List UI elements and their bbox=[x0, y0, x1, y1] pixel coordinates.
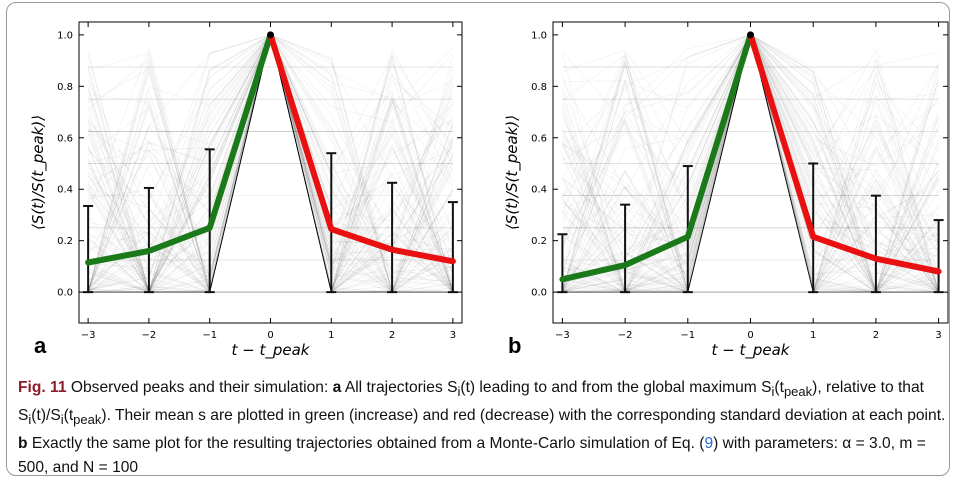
y-tick-label: 0.0 bbox=[531, 288, 547, 299]
x-tick-label: 2 bbox=[873, 330, 879, 341]
x-tick-label: −2 bbox=[618, 330, 633, 341]
y-axis-label: ⟨S(t)/S(t_peak)⟩ bbox=[29, 115, 48, 230]
caption-a: a bbox=[332, 379, 342, 396]
x-tick-label: 1 bbox=[810, 330, 816, 341]
peak-marker bbox=[267, 31, 274, 39]
x-tick-label: −1 bbox=[680, 330, 695, 341]
x-tick-label: 1 bbox=[328, 330, 334, 341]
x-axis-label: t − t_peak bbox=[712, 341, 791, 360]
x-tick-label: 0 bbox=[747, 330, 753, 341]
figure-caption: Fig. 11 Observed peaks and their simulat… bbox=[18, 379, 946, 477]
peak-marker bbox=[747, 31, 754, 39]
series-line-decrease bbox=[747, 31, 942, 275]
panel-label-b: b bbox=[508, 333, 522, 358]
y-tick-label: 0.8 bbox=[531, 82, 547, 93]
y-tick-label: 0.2 bbox=[57, 236, 73, 247]
x-tick-label: 0 bbox=[267, 330, 273, 341]
y-tick-label: 0.4 bbox=[57, 185, 73, 196]
x-tick-label: 2 bbox=[389, 330, 395, 341]
plot-area bbox=[79, 22, 462, 323]
series-line-decrease bbox=[267, 31, 456, 265]
x-tick-label: −2 bbox=[142, 330, 157, 341]
plot-area bbox=[553, 22, 948, 323]
panel-label-a: a bbox=[34, 333, 47, 358]
y-tick-label: 0.0 bbox=[57, 288, 73, 299]
y-tick-label: 1.0 bbox=[57, 30, 73, 41]
figure-charts: 0.0 0.2 0.4 0.6 0.8 1.0 −3 −2 −1 0 1 2 3 t − t_peak ⟨S… bbox=[29, 21, 949, 360]
y-axis-label: ⟨S(t)/S(t_peak)⟩ bbox=[503, 115, 522, 230]
chart-panel-b: 0.0 0.2 0.4 0.6 0.8 1.0 −3 −2 −1 0 1 2 3 t − t_peak ⟨S… bbox=[503, 21, 949, 360]
y-tick-label: 0.4 bbox=[531, 185, 547, 196]
caption-b: b bbox=[18, 435, 28, 453]
chart-panel-a: 0.0 0.2 0.4 0.6 0.8 1.0 −3 −2 −1 0 1 2 3 t − t_peak ⟨S… bbox=[29, 21, 463, 360]
x-tick-label: 3 bbox=[450, 330, 456, 341]
figure-number: Fig. 11 bbox=[18, 379, 67, 396]
equation-reference[interactable]: 9 bbox=[704, 435, 714, 453]
y-tick-label: 0.6 bbox=[57, 133, 73, 144]
y-tick-label: 0.6 bbox=[531, 133, 547, 144]
y-tick-label: 1.0 bbox=[531, 30, 547, 41]
x-tick-label: −1 bbox=[202, 330, 217, 341]
series-line-increase bbox=[85, 31, 274, 266]
y-tick-label: 0.8 bbox=[57, 82, 73, 93]
x-axis-label: t − t_peak bbox=[232, 341, 311, 360]
x-tick-label: 3 bbox=[935, 330, 941, 341]
series-line-increase bbox=[559, 31, 754, 283]
y-tick-label: 0.2 bbox=[531, 236, 547, 247]
x-tick-label: −3 bbox=[81, 330, 96, 341]
x-tick-label: −3 bbox=[555, 330, 570, 341]
